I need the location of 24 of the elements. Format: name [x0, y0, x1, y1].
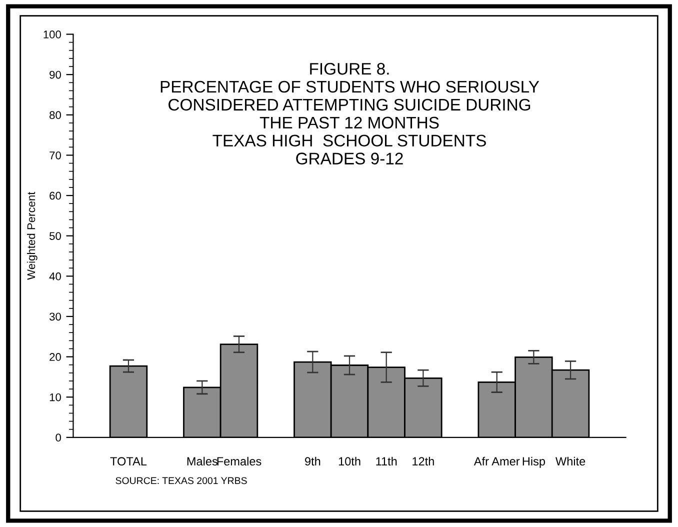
x-tick-label: TOTAL: [110, 457, 147, 466]
y-tick-label: 20: [50, 353, 61, 361]
source-note: SOURCE: TEXAS 2001 YRBS: [116, 477, 247, 484]
y-tick-label: 10: [50, 393, 61, 402]
y-tick-label: 50: [50, 232, 61, 240]
y-tick-label: 60: [50, 192, 61, 200]
x-tick-label: Females: [217, 456, 262, 466]
y-tick-label: 40: [49, 272, 61, 280]
x-tick-label: 12th: [412, 456, 434, 466]
x-tick-label: 9th: [305, 456, 320, 466]
y-tick-label: 70: [50, 151, 61, 160]
y-tick-label: 100: [44, 30, 61, 38]
y-tick-label: 80: [50, 111, 61, 120]
x-tick-label: White: [556, 456, 586, 466]
x-tick-label: Hisp: [522, 456, 546, 468]
x-tick-label: Afr Amer: [474, 456, 520, 466]
y-tick-label: 90: [50, 70, 61, 79]
x-tick-label: 11th: [376, 456, 397, 466]
x-tick-label: Males: [187, 456, 218, 466]
y-axis-title: Weighted Percent: [26, 192, 38, 280]
x-tick-label: 10th: [338, 456, 360, 466]
text: FIGURE 8. PERCENTAGE OF STUDENTS WHO SERIOUSLY CONSIDERED ATTEMPTING SUICIDE DURING THE PAST 12 MONTHS TEXAS HIGH SCHOOL STUDENTS GRADES 9-12: [160, 62, 540, 164]
y-tick-label: 30: [49, 312, 61, 321]
y-tick-label: 0: [56, 434, 61, 442]
